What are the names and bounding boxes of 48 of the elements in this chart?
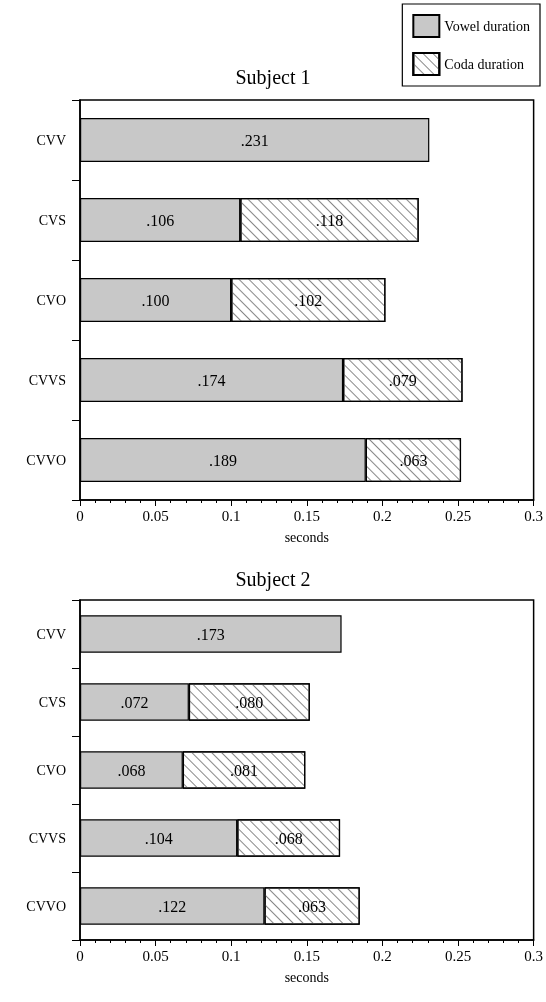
data-label: .106 bbox=[146, 211, 175, 229]
data-label: .100 bbox=[141, 291, 170, 309]
x-tick-label: 0 bbox=[76, 507, 84, 524]
x-tick-label: 0.2 bbox=[373, 947, 392, 964]
data-label: .072 bbox=[120, 693, 149, 711]
y-tick-label: CVVO bbox=[26, 452, 66, 468]
x-tick-label: 0 bbox=[76, 947, 84, 964]
legend-label: Vowel duration bbox=[444, 18, 531, 34]
x-tick-label: 0.05 bbox=[142, 947, 169, 964]
data-label: .080 bbox=[235, 693, 264, 711]
y-tick-label: CVV bbox=[36, 132, 66, 148]
data-label: .174 bbox=[197, 371, 226, 389]
x-tick-label: 0.15 bbox=[293, 507, 320, 524]
chart-title: Subject 1 bbox=[235, 66, 311, 89]
x-axis-title: seconds bbox=[284, 529, 329, 545]
chart-title: Subject 2 bbox=[235, 568, 311, 591]
legend-label: Coda duration bbox=[444, 56, 525, 72]
x-tick-label: 0.2 bbox=[373, 507, 392, 524]
x-tick-label: 0.15 bbox=[293, 947, 320, 964]
data-label: .231 bbox=[240, 131, 269, 149]
x-tick-label: 0.05 bbox=[142, 507, 169, 524]
data-label: .081 bbox=[230, 761, 259, 779]
data-label: .104 bbox=[144, 829, 173, 847]
y-tick-label: CVVO bbox=[26, 898, 66, 914]
data-label: .122 bbox=[158, 897, 187, 915]
data-label: .068 bbox=[117, 761, 146, 779]
data-label: .079 bbox=[388, 371, 417, 389]
x-tick-label: 0.25 bbox=[444, 947, 472, 964]
y-tick-label: CVO bbox=[36, 762, 66, 778]
x-tick-label: 0.3 bbox=[524, 947, 543, 964]
data-label: .118 bbox=[315, 211, 344, 229]
y-tick-label: CVV bbox=[36, 626, 66, 642]
y-tick-label: CVVS bbox=[28, 830, 66, 846]
data-label: .189 bbox=[208, 451, 237, 469]
y-tick-label: CVS bbox=[38, 694, 66, 710]
x-tick-label: 0.1 bbox=[221, 507, 241, 524]
data-label: .063 bbox=[399, 451, 428, 469]
y-tick-label: CVVS bbox=[28, 372, 66, 388]
y-tick-label: CVO bbox=[36, 292, 66, 308]
data-label: .102 bbox=[294, 291, 323, 309]
x-axis-title: seconds bbox=[284, 969, 329, 985]
x-tick-label: 0.25 bbox=[444, 507, 472, 524]
x-tick-label: 0.3 bbox=[524, 507, 543, 524]
y-tick-label: CVS bbox=[38, 212, 66, 228]
data-label: .173 bbox=[196, 625, 225, 643]
data-label: .063 bbox=[298, 897, 327, 915]
data-label: .068 bbox=[274, 829, 303, 847]
x-tick-label: 0.1 bbox=[221, 947, 241, 964]
